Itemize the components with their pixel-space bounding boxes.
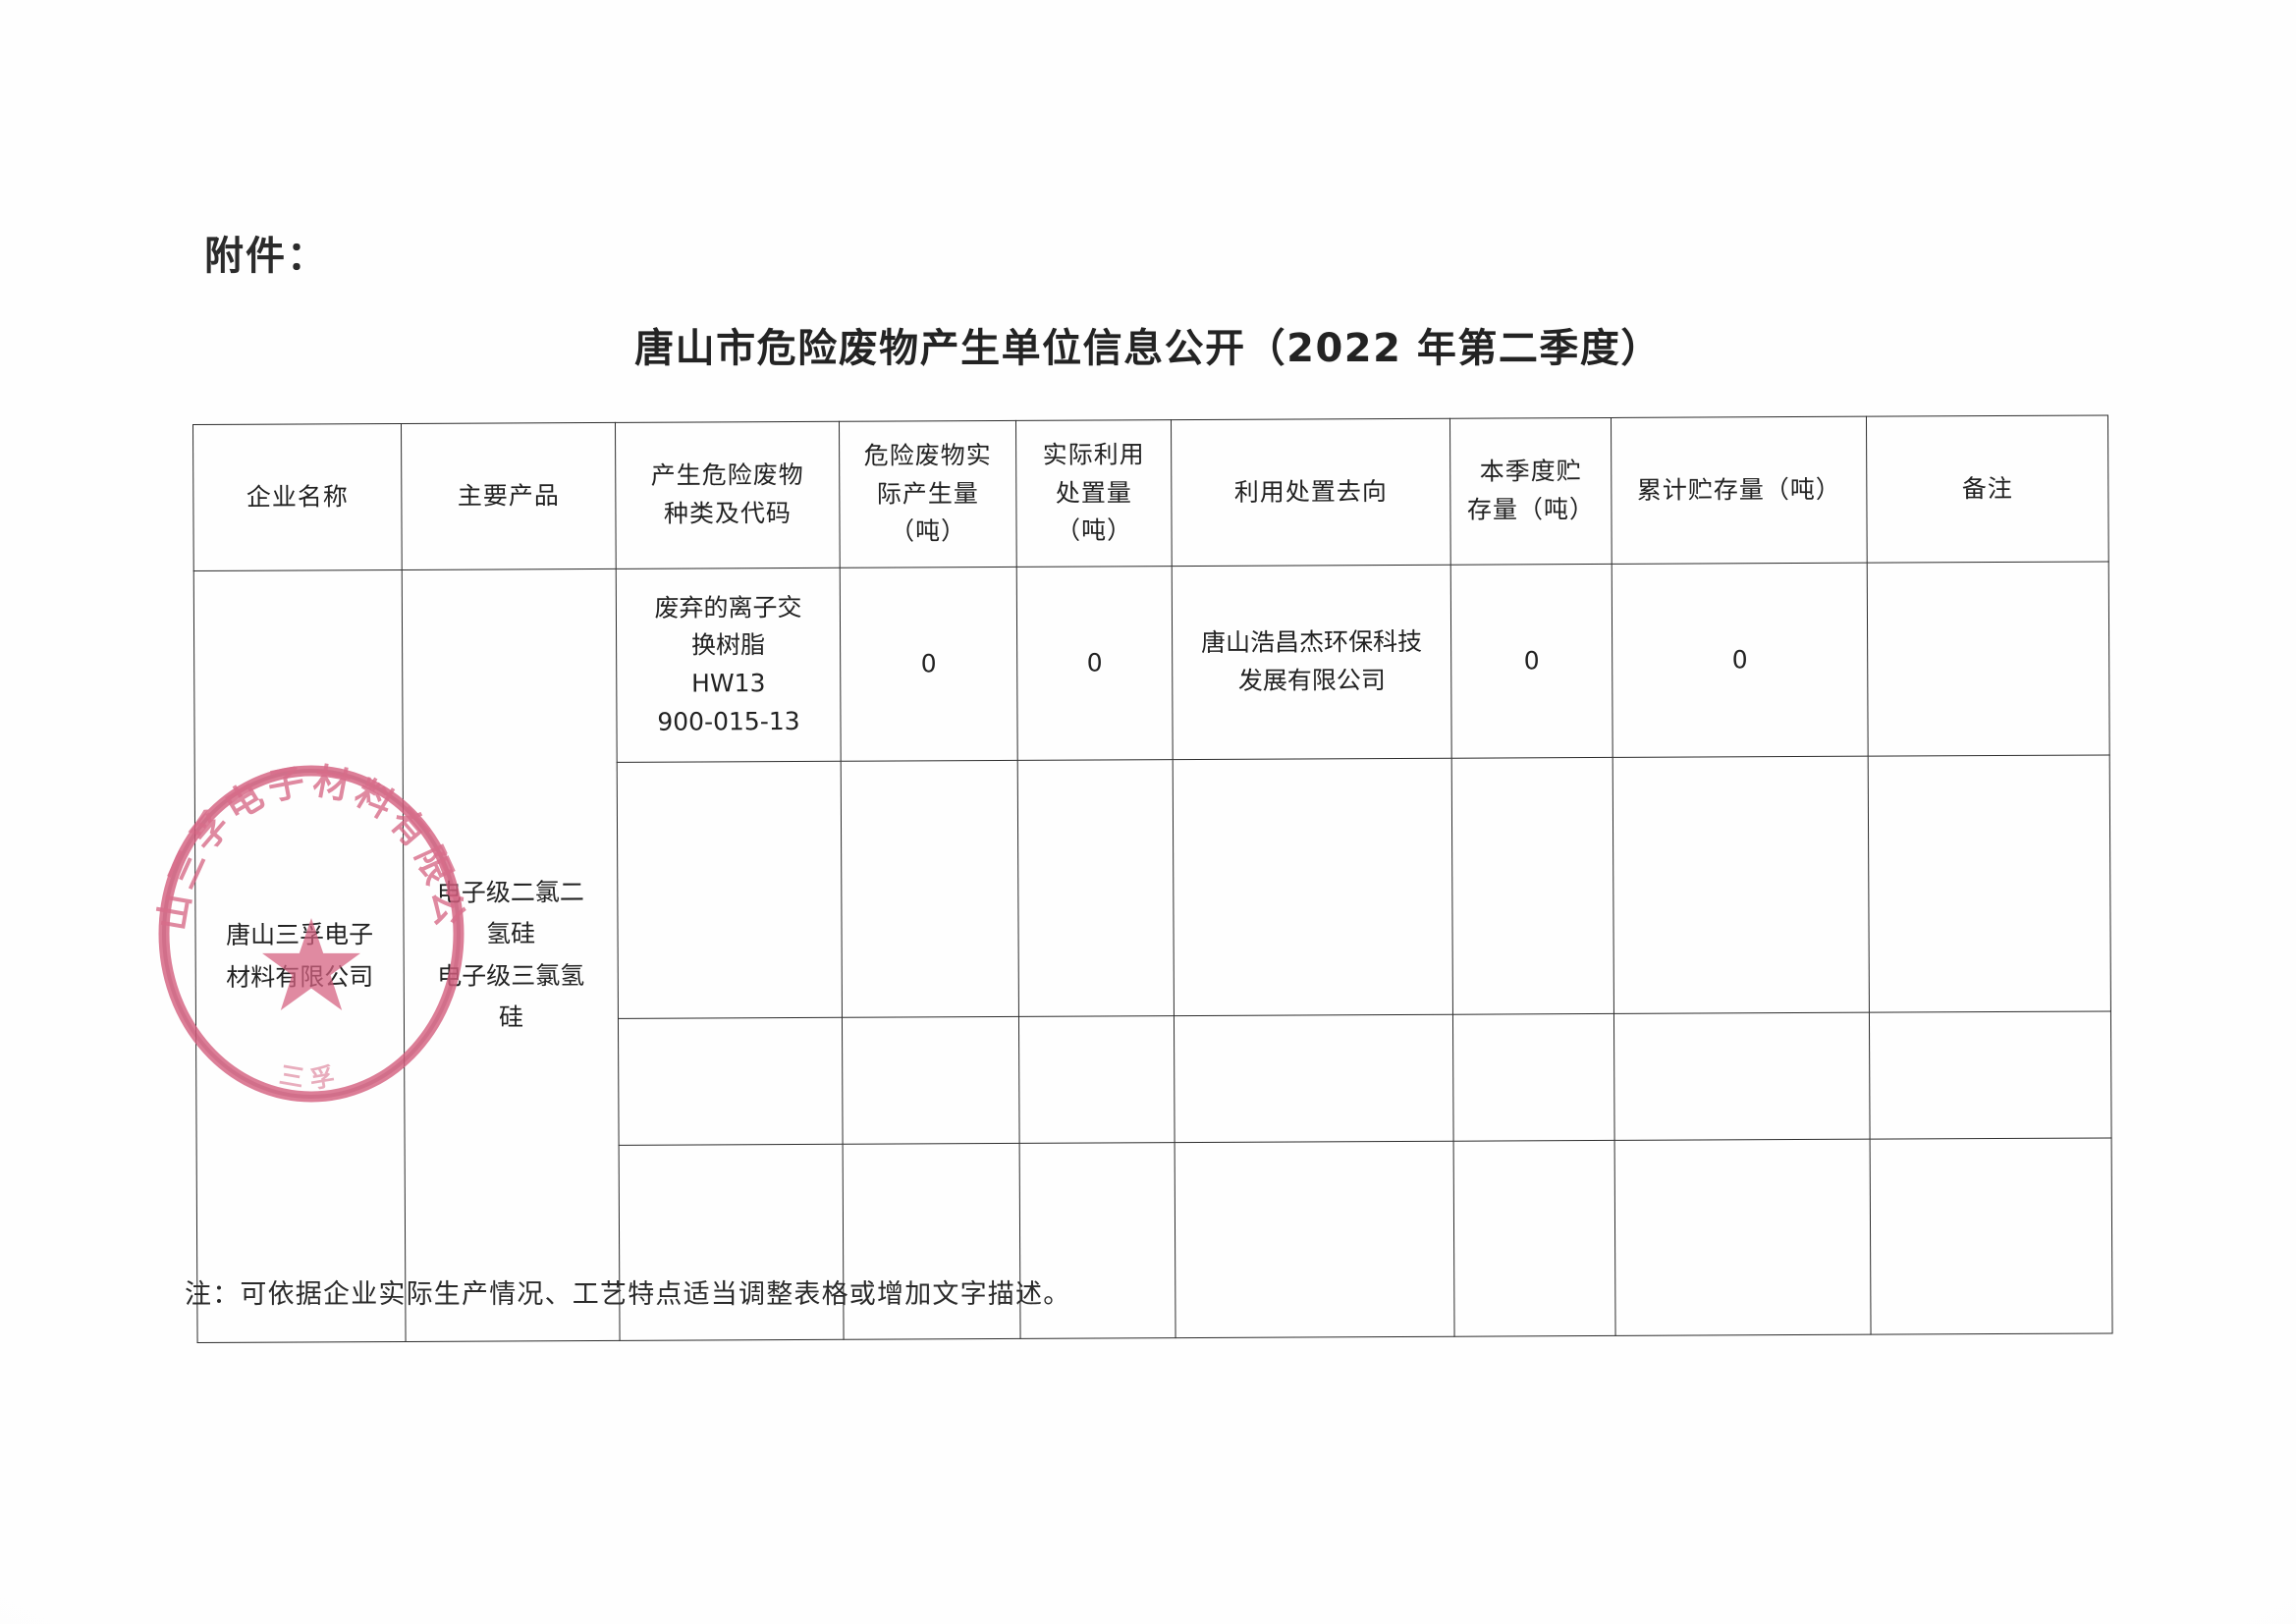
cell-disposal-destination: 唐山浩昌杰环保科技 发展有限公司 (1172, 565, 1452, 760)
page-title: 唐山市危险废物产生单位信息公开（2022 年第二季度） (634, 326, 1662, 371)
cell-cumulative-storage (1613, 1012, 1871, 1141)
cell-actual-disposed: 0 (1016, 566, 1174, 761)
column-header-quarter-storage: 本季度贮 存量（吨） (1449, 417, 1613, 566)
cell-waste-type-code: 废弃的离子交 换树脂 HW13 900-015-13 (616, 568, 842, 763)
cell-quarter-storage: 0 (1450, 564, 1613, 759)
cell-company-name: 唐山三孚电子 材料有限公司 (193, 569, 407, 1343)
column-header-actual-generated: 危险废物实 际产生量 （吨） (839, 420, 1017, 568)
cell-remark (1869, 1010, 2112, 1140)
cell-actual-disposed (1017, 759, 1175, 1017)
cell-main-products: 电子级二氯二 氢硅 电子级三氯氢 硅 (402, 568, 621, 1342)
cell-disposal-destination (1174, 1014, 1454, 1143)
table-footnote: 注：可依据企业实际生产情况、工艺特点适当调整表格或增加文字描述。 (185, 1279, 1071, 1310)
cell-waste-type-code (619, 1144, 845, 1341)
cell-remark (1867, 561, 2110, 757)
main-products-text: 电子级二氯二 氢硅 电子级三氯氢 硅 (436, 877, 585, 1032)
cell-remark (1868, 754, 2111, 1013)
column-header-waste-type-code: 产生危险废物 种类及代码 (615, 421, 841, 569)
hazardous-waste-table: 企业名称 主要产品 产生危险废物 种类及代码 危险废物实 际产生量 （吨） 实际… (192, 414, 2113, 1343)
cell-remark (1870, 1137, 2113, 1335)
cell-disposal-destination (1175, 1141, 1455, 1338)
cell-cumulative-storage (1614, 1139, 1872, 1336)
attachment-label: 附件： (204, 234, 328, 279)
cell-waste-type-code (617, 761, 843, 1019)
table-header-row: 企业名称 主要产品 产生危险废物 种类及代码 危险废物实 际产生量 （吨） 实际… (192, 414, 2109, 571)
column-header-main-products: 主要产品 (401, 422, 617, 570)
column-header-remark: 备注 (1866, 414, 2109, 564)
cell-cumulative-storage (1613, 756, 1870, 1014)
company-name-text: 唐山三孚电子 材料有限公司 (225, 920, 374, 992)
cell-quarter-storage (1453, 1140, 1616, 1337)
cell-disposal-destination (1173, 758, 1453, 1016)
cell-actual-generated: 0 (840, 567, 1018, 762)
cell-quarter-storage (1451, 757, 1614, 1015)
column-header-company-name: 企业名称 (192, 423, 403, 571)
cell-cumulative-storage: 0 (1612, 563, 1869, 758)
cell-actual-generated (841, 760, 1019, 1018)
column-header-disposal-destination: 利用处置去向 (1171, 418, 1451, 567)
hazardous-waste-table-container: 企业名称 主要产品 产生危险废物 种类及代码 危险废物实 际产生量 （吨） 实际… (192, 414, 2113, 1343)
cell-actual-disposed (1018, 1015, 1175, 1144)
column-header-actual-disposed: 实际利用 处置量 （吨） (1015, 419, 1173, 568)
cell-waste-type-code (618, 1017, 844, 1146)
table-row: 唐山三孚电子 材料有限公司 电子级二氯二 氢硅 电子级三氯氢 硅 废弃的离子交 … (193, 561, 2110, 1343)
cell-actual-generated (842, 1016, 1020, 1145)
cell-quarter-storage (1452, 1013, 1615, 1142)
column-header-cumulative-storage: 累计贮存量（吨） (1611, 416, 1868, 565)
